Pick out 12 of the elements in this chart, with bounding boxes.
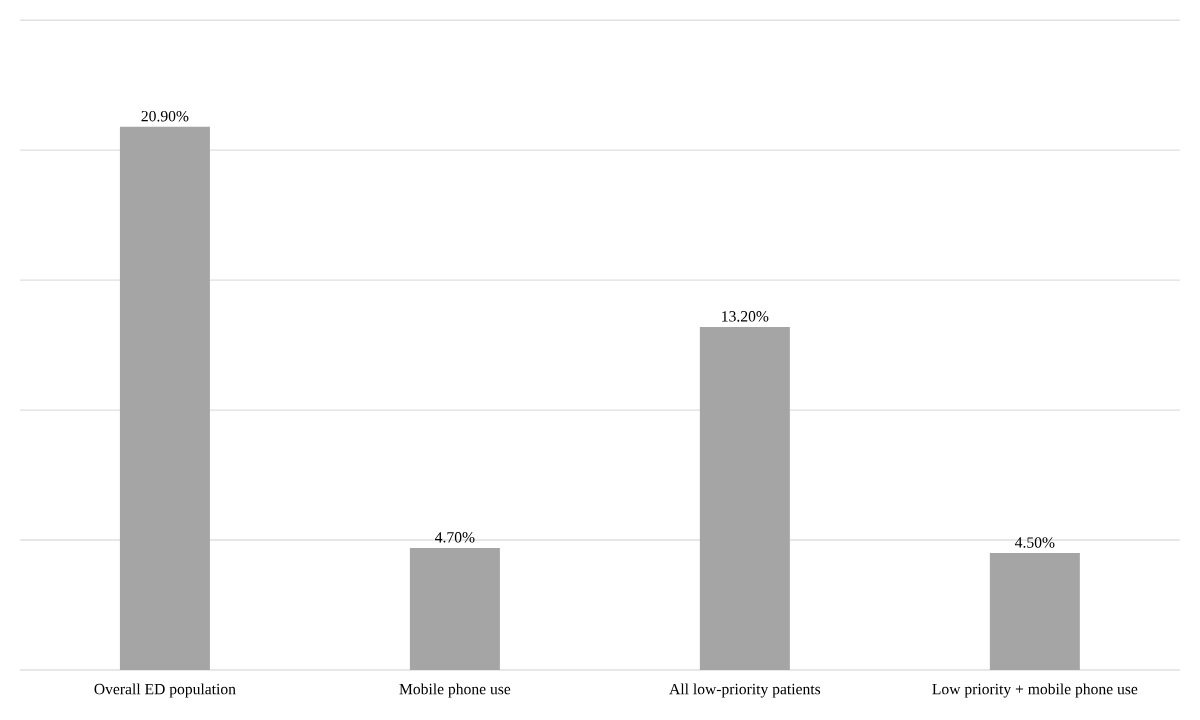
data-label: 4.50% (1015, 537, 1055, 548)
data-label: 13.20% (722, 311, 769, 322)
data-label: 4.70% (435, 532, 475, 543)
data-label: 20.90% (141, 110, 189, 122)
x-tick-label: Mobile phone use (399, 683, 511, 698)
bar (989, 553, 1080, 671)
x-tick-label: Overall ED population (94, 683, 236, 698)
bar (409, 547, 500, 671)
x-tick-label: Low priority + mobile phone use (932, 683, 1138, 698)
bar (699, 326, 790, 671)
x-tick-label: All low-priority patients (669, 683, 821, 698)
bar (119, 126, 210, 671)
